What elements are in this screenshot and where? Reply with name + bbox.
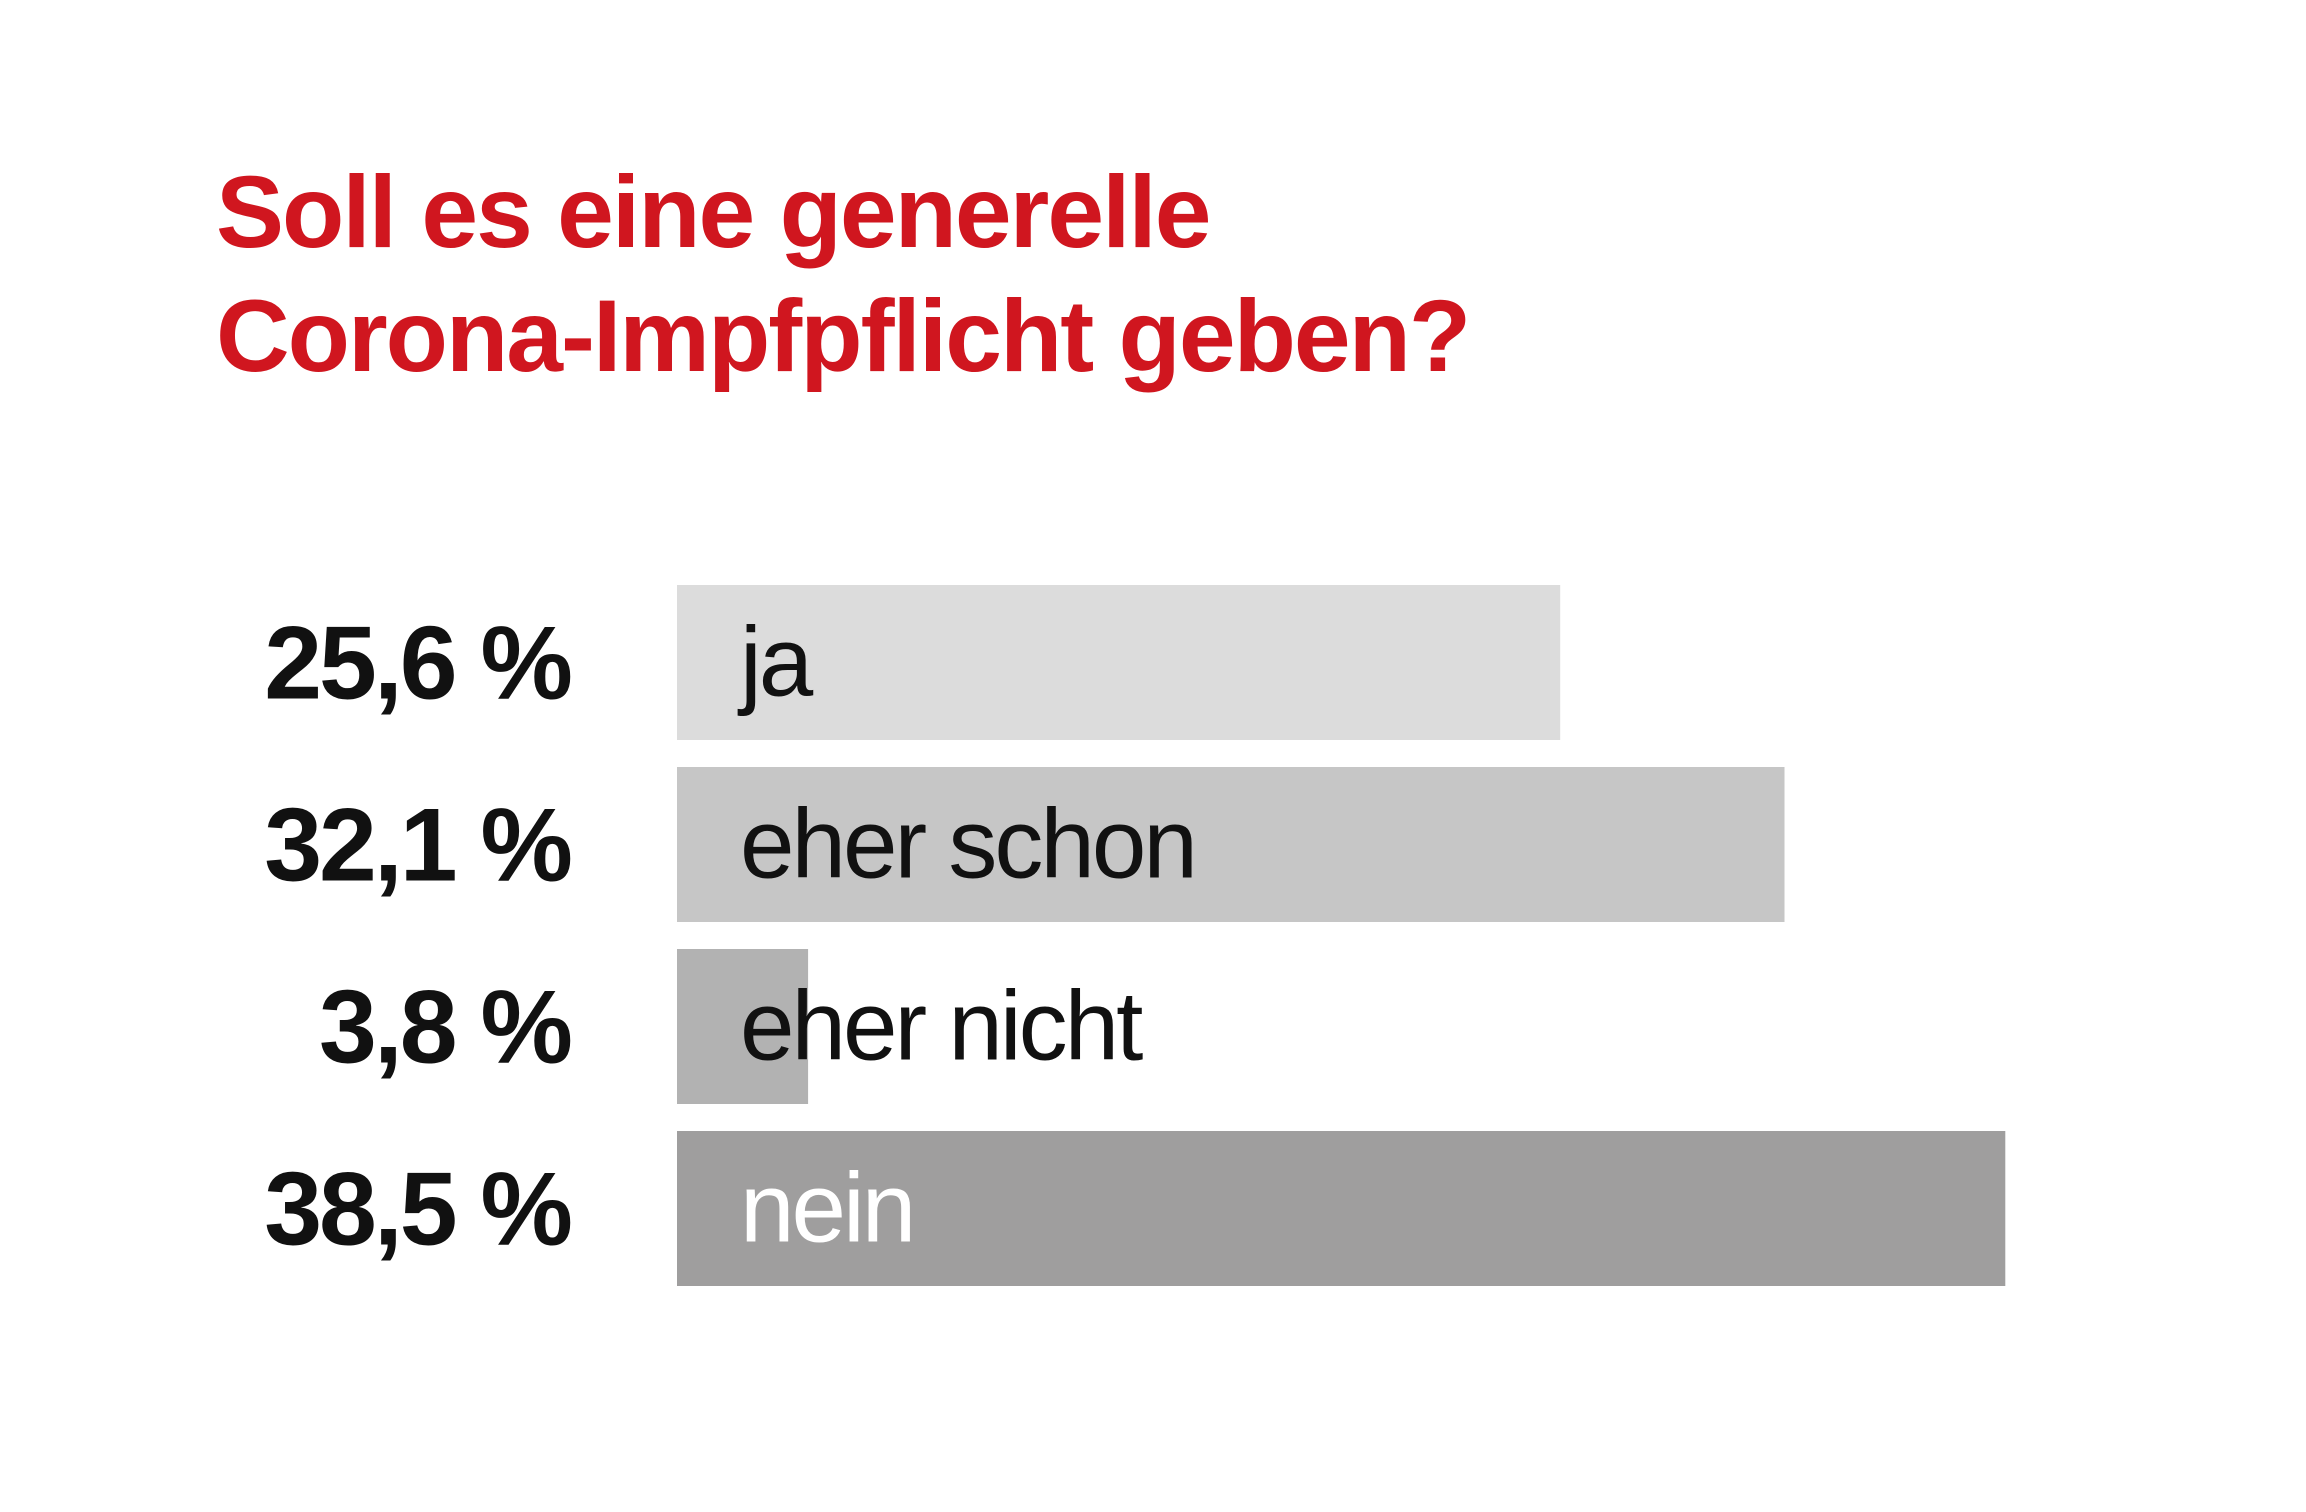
value-label-2: 3,8 % (319, 970, 570, 1086)
bar-3 (677, 1131, 2006, 1286)
category-label-0: ja (737, 607, 814, 717)
value-label-3: 38,5 % (264, 1152, 570, 1268)
category-label-3: nein (740, 1153, 913, 1263)
category-label-1: eher schon (740, 789, 1195, 899)
category-label-2: eher nicht (740, 971, 1143, 1081)
bar-1 (677, 767, 1785, 922)
chart-title-line-2: Corona-Impfpflicht geben? (216, 279, 1471, 393)
value-label-0: 25,6 % (264, 606, 570, 722)
chart-title: Soll es eine generelle Corona-Impfpflich… (216, 150, 1471, 398)
chart-title-line-1: Soll es eine generelle (216, 155, 1211, 269)
bar-0 (677, 585, 1561, 740)
value-label-1: 32,1 % (264, 788, 570, 904)
bar-2 (677, 949, 809, 1104)
